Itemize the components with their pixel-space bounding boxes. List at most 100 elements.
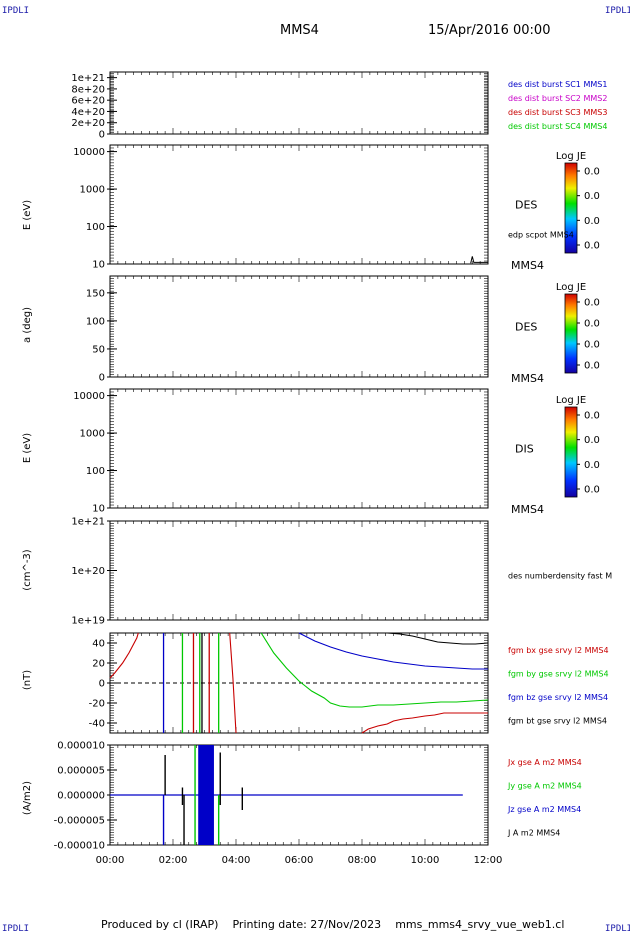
- x-tick-label: 04:00: [222, 855, 251, 866]
- x-tick-label: 12:00: [474, 855, 503, 866]
- y-tick-label: 10000: [73, 147, 105, 158]
- instrument-label: DES: [515, 199, 537, 212]
- panel-des-pitch-angle: [107, 275, 580, 378]
- footer: Produced by cl (IRAP) Printing date: 27/…: [101, 918, 564, 931]
- panel-dis-energy: [107, 388, 580, 509]
- series-line: [260, 632, 489, 708]
- panel-frame: [109, 144, 489, 265]
- legend-entry: des dist burst SC3 MMS3: [508, 108, 607, 117]
- legend-entry: des numberdensity fast M: [508, 572, 612, 581]
- legend-entry: Jy gse A m2 MMS4: [507, 782, 582, 791]
- colorbar-tick-label: 0.0: [584, 485, 600, 496]
- y-tick-label: 1e+20: [71, 566, 105, 577]
- y-tick-label: 100: [86, 222, 105, 233]
- legend-entry: des dist burst SC1 MMS1: [508, 80, 607, 89]
- y-tick-label: 8e+20: [71, 84, 105, 95]
- y-axis-label: (nT): [22, 670, 33, 690]
- x-tick-label: 08:00: [348, 855, 377, 866]
- colorbar-tick-label: 0.0: [584, 241, 600, 252]
- y-tick-label: 0.000005: [57, 766, 105, 777]
- y-tick-label: 10000: [73, 391, 105, 402]
- colorbar-tick-label: 0.0: [584, 319, 600, 330]
- colorbar-tick-label: 0.0: [584, 216, 600, 227]
- colorbar-title: Log JE: [556, 395, 586, 406]
- y-tick-label: 40: [92, 639, 105, 650]
- overlay-label: edp scpot MMS4: [508, 231, 574, 240]
- colorbar-tick-label: 0.0: [584, 340, 600, 351]
- legend-entry: fgm bz gse srvy l2 MMS4: [508, 693, 608, 702]
- panel-current-density: [107, 744, 489, 846]
- panel-frame: [109, 520, 489, 621]
- panel-frame: [109, 275, 489, 378]
- footer-producer: Produced by cl (IRAP): [101, 918, 219, 931]
- y-tick-label: 0: [99, 130, 105, 141]
- y-tick-label: 0: [99, 679, 105, 690]
- colorbar-tick-label: 0.0: [584, 298, 600, 309]
- corner-label-top-left: IPDLI: [2, 6, 30, 16]
- series-line: [374, 632, 489, 645]
- legend-entry: fgm bx gse srvy l2 MMS4: [508, 646, 609, 655]
- series-line: [361, 712, 488, 734]
- colorbar-tick-label: 0.0: [584, 191, 600, 202]
- colorbar-tick-label: 0.0: [584, 361, 600, 372]
- colorbar-tick-label: 0.0: [584, 167, 600, 178]
- series-line: [229, 632, 237, 734]
- legend-entry: Jz gse A m2 MMS4: [507, 805, 581, 814]
- y-tick-label: 1e+21: [71, 517, 105, 528]
- instrument-label: DES: [515, 321, 537, 334]
- y-tick-label: -40: [89, 719, 105, 730]
- y-tick-label: 100: [86, 316, 105, 327]
- date-time-title: 15/Apr/2016 00:00: [428, 23, 551, 38]
- y-tick-label: -20: [89, 699, 105, 710]
- colorbar: [564, 293, 578, 374]
- x-tick-label: 06:00: [285, 855, 314, 866]
- y-axis-label: E (eV): [22, 200, 33, 230]
- panel-density: [107, 520, 489, 621]
- colorbar-tick-label: 0.0: [584, 460, 600, 471]
- active-interval: [198, 745, 214, 845]
- colorbar-tick-label: 0.0: [584, 435, 600, 446]
- y-axis-label: (cm^-3): [22, 549, 33, 590]
- x-tick-label: 02:00: [159, 855, 188, 866]
- instrument-label: DIS: [515, 443, 534, 456]
- panel-frame: [109, 388, 489, 509]
- y-tick-label: 50: [92, 344, 105, 355]
- y-axis-label: a (deg): [22, 307, 33, 343]
- y-tick-label: 10: [92, 504, 105, 515]
- colorbar-tick-label: 0.0: [584, 411, 600, 422]
- spacecraft-label: MMS4: [511, 372, 544, 385]
- y-tick-label: 100: [86, 466, 105, 477]
- spacecraft-label: MMS4: [511, 503, 544, 516]
- y-tick-label: -0.000010: [54, 841, 105, 852]
- spacecraft-title: MMS4: [280, 23, 319, 38]
- y-tick-label: 1000: [80, 185, 105, 196]
- panel-frame: [109, 71, 489, 135]
- x-tick-label: 00:00: [96, 855, 125, 866]
- x-tick-label: 10:00: [411, 855, 440, 866]
- legend-entry: Jx gse A m2 MMS4: [507, 758, 582, 767]
- y-tick-label: 6e+20: [71, 96, 105, 107]
- y-tick-label: 0.000010: [57, 741, 105, 752]
- colorbar-title: Log JE: [556, 151, 586, 162]
- footer-script-name: mms_mms4_srvy_vue_web1.cl: [395, 918, 565, 931]
- spacecraft-label: MMS4: [511, 259, 544, 272]
- y-tick-label: 4e+20: [71, 107, 105, 118]
- y-axis-label: (A/m2): [22, 781, 33, 815]
- y-tick-label: 1e+21: [71, 73, 105, 84]
- scpot-line: [470, 256, 488, 264]
- y-axis-label: E (eV): [22, 433, 33, 463]
- legend-entry: des dist burst SC4 MMS4: [508, 122, 607, 131]
- y-tick-label: -0.000005: [54, 816, 105, 827]
- series-line: [109, 632, 139, 679]
- corner-label-bottom-right: IPDLI: [605, 924, 630, 934]
- panel-burst-flags: [107, 71, 489, 135]
- colorbar-title: Log JE: [556, 282, 586, 293]
- y-tick-label: 1e+19: [71, 616, 105, 627]
- y-tick-label: 20: [92, 659, 105, 670]
- y-tick-label: 10: [92, 260, 105, 271]
- footer-printing-date: Printing date: 27/Nov/2023: [232, 918, 382, 931]
- legend-entry: J A m2 MMS4: [507, 829, 560, 838]
- panel-des-energy: [107, 144, 580, 265]
- y-tick-label: 1000: [80, 429, 105, 440]
